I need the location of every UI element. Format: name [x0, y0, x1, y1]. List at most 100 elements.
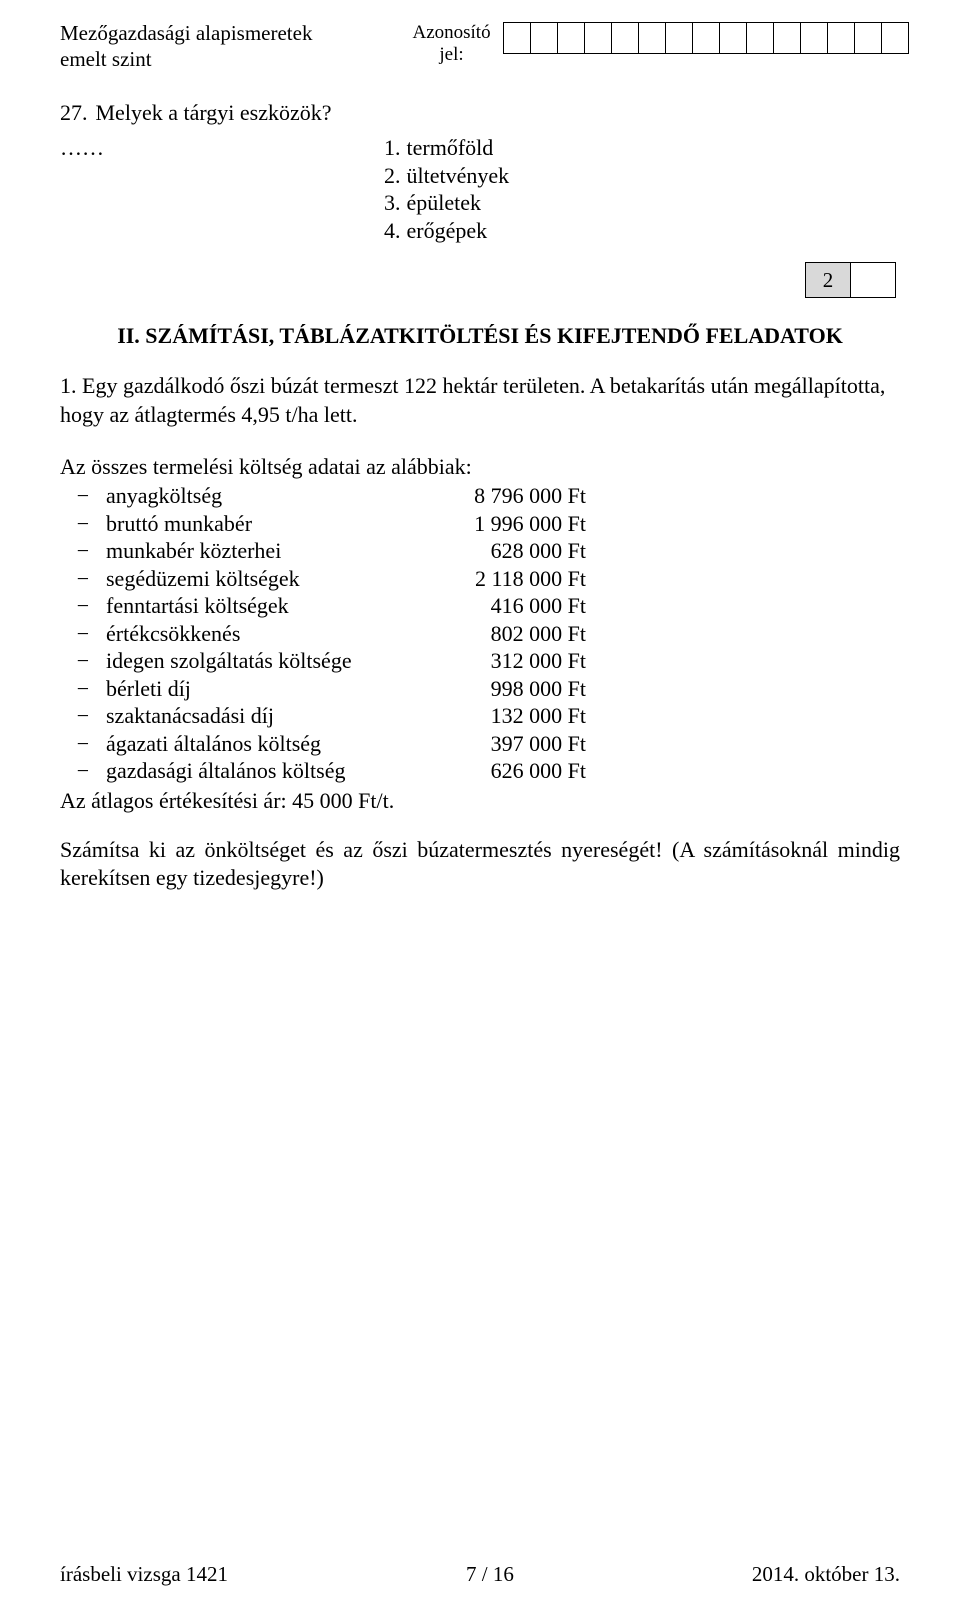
dash-icon: −: [60, 702, 106, 730]
id-box[interactable]: [665, 22, 693, 54]
cost-row: −bérleti díj998 000 Ft: [60, 675, 900, 703]
cost-row: −gazdasági általános költség626 000 Ft: [60, 757, 900, 785]
id-box[interactable]: [719, 22, 747, 54]
cost-list-intro: Az összes termelési költség adatai az al…: [60, 453, 900, 481]
header-id-label: Azonosító jel:: [412, 22, 490, 66]
score-box-row: 2: [60, 262, 896, 298]
cost-label: értékcsökkenés: [106, 620, 416, 648]
subject-line-2: emelt szint: [60, 46, 312, 72]
cost-value: 802 000 Ft: [416, 620, 586, 648]
dash-icon: −: [60, 482, 106, 510]
header-subject: Mezőgazdasági alapismeretek emelt szint: [60, 20, 312, 73]
page-footer: írásbeli vizsga 1421 7 / 16 2014. októbe…: [60, 1562, 900, 1587]
id-box[interactable]: [584, 22, 612, 54]
answer-text: ültetvények: [407, 162, 510, 190]
task1-instruction: Számítsa ki az önköltséget és az őszi bú…: [60, 836, 900, 891]
cost-row: −segédüzemi költségek2 118 000 Ft: [60, 565, 900, 593]
answer-number: 3.: [384, 189, 401, 217]
cost-label: ágazati általános költség: [106, 730, 416, 758]
answer-option: 4.erőgépek: [384, 217, 509, 245]
section-ii-title: II. SZÁMÍTÁSI, TÁBLÁZATKITÖLTÉSI ÉS KIFE…: [60, 322, 900, 350]
dash-icon: −: [60, 675, 106, 703]
cost-label: gazdasági általános költség: [106, 757, 416, 785]
cost-value: 8 796 000 Ft: [416, 482, 586, 510]
cost-row: −értékcsökkenés802 000 Ft: [60, 620, 900, 648]
cost-row: −munkabér közterhei628 000 Ft: [60, 537, 900, 565]
answer-number: 4.: [384, 217, 401, 245]
id-box[interactable]: [503, 22, 531, 54]
score-max-cell: 2: [805, 262, 851, 298]
subject-line-1: Mezőgazdasági alapismeretek: [60, 20, 312, 46]
answer-option: 2.ültetvények: [384, 162, 509, 190]
score-box: 2: [805, 262, 896, 298]
dash-icon: −: [60, 757, 106, 785]
id-box-row: [503, 22, 909, 54]
average-price: Az átlagos értékesítési ár: 45 000 Ft/t.: [60, 787, 900, 815]
answer-text: épületek: [407, 189, 482, 217]
cost-value: 626 000 Ft: [416, 757, 586, 785]
id-box[interactable]: [881, 22, 909, 54]
cost-label: szaktanácsadási díj: [106, 702, 416, 730]
cost-row: −fenntartási költségek416 000 Ft: [60, 592, 900, 620]
id-box[interactable]: [692, 22, 720, 54]
task1-intro-line2: hogy az átlagtermés 4,95 t/ha lett.: [60, 401, 900, 429]
footer-right: 2014. október 13.: [752, 1562, 900, 1587]
score-earned-cell[interactable]: [850, 262, 896, 298]
id-box[interactable]: [773, 22, 801, 54]
cost-label: anyagköltség: [106, 482, 416, 510]
cost-row: −ágazati általános költség397 000 Ft: [60, 730, 900, 758]
cost-label: bruttó munkabér: [106, 510, 416, 538]
footer-left: írásbeli vizsga 1421: [60, 1562, 228, 1587]
id-box[interactable]: [530, 22, 558, 54]
cost-label: bérleti díj: [106, 675, 416, 703]
task1-intro-line1: 1. Egy gazdálkodó őszi búzát termeszt 12…: [60, 372, 900, 400]
cost-value: 397 000 Ft: [416, 730, 586, 758]
cost-label: munkabér közterhei: [106, 537, 416, 565]
cost-label: fenntartási költségek: [106, 592, 416, 620]
cost-row: −szaktanácsadási díj132 000 Ft: [60, 702, 900, 730]
cost-value: 416 000 Ft: [416, 592, 586, 620]
cost-label: segédüzemi költségek: [106, 565, 416, 593]
id-box[interactable]: [827, 22, 855, 54]
answer-text: termőföld: [407, 134, 494, 162]
question-27: 27. Melyek a tárgyi eszközök?: [60, 99, 900, 127]
cost-list: −anyagköltség8 796 000 Ft−bruttó munkabé…: [60, 482, 900, 785]
cost-label: idegen szolgáltatás költsége: [106, 647, 416, 675]
answer-number: 1.: [384, 134, 401, 162]
answer-option: 3.épületek: [384, 189, 509, 217]
cost-value: 1 996 000 Ft: [416, 510, 586, 538]
id-label-line-2: jel:: [412, 44, 490, 66]
answer-number: 2.: [384, 162, 401, 190]
id-box[interactable]: [854, 22, 882, 54]
question-text: Melyek a tárgyi eszközök?: [96, 99, 332, 127]
cost-value: 312 000 Ft: [416, 647, 586, 675]
answer-text: erőgépek: [407, 217, 488, 245]
dash-icon: −: [60, 592, 106, 620]
dash-icon: −: [60, 565, 106, 593]
page-body: 27. Melyek a tárgyi eszközök? …… 1.termő…: [60, 99, 900, 892]
id-box[interactable]: [557, 22, 585, 54]
dash-icon: −: [60, 537, 106, 565]
cost-row: −anyagköltség8 796 000 Ft: [60, 482, 900, 510]
answers-wrapper: …… 1.termőföld2.ültetvények3.épületek4.e…: [60, 126, 900, 244]
id-box[interactable]: [800, 22, 828, 54]
id-boxes-container: [503, 22, 909, 54]
cost-value: 132 000 Ft: [416, 702, 586, 730]
cost-value: 628 000 Ft: [416, 537, 586, 565]
dash-icon: −: [60, 730, 106, 758]
id-box[interactable]: [611, 22, 639, 54]
cost-value: 2 118 000 Ft: [416, 565, 586, 593]
dash-icon: −: [60, 510, 106, 538]
question-number: 27.: [60, 99, 88, 127]
exam-page: Mezőgazdasági alapismeretek emelt szint …: [0, 0, 960, 1613]
dash-icon: −: [60, 620, 106, 648]
cost-value: 998 000 Ft: [416, 675, 586, 703]
dash-icon: −: [60, 647, 106, 675]
answer-dots: ……: [60, 134, 104, 162]
cost-row: −idegen szolgáltatás költsége312 000 Ft: [60, 647, 900, 675]
answer-option: 1.termőföld: [384, 134, 509, 162]
id-label-line-1: Azonosító: [412, 22, 490, 44]
cost-row: −bruttó munkabér1 996 000 Ft: [60, 510, 900, 538]
id-box[interactable]: [746, 22, 774, 54]
id-box[interactable]: [638, 22, 666, 54]
